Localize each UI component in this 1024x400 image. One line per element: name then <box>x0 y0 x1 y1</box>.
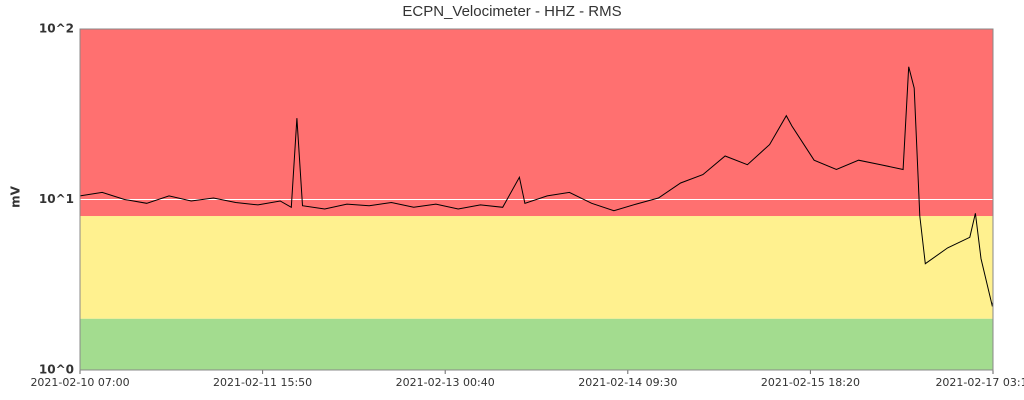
threshold-band <box>80 29 993 217</box>
threshold-band <box>80 216 993 319</box>
x-tick-label: 2021-02-10 07:00 <box>30 376 129 389</box>
plot-border <box>79 28 994 371</box>
chart-title: ECPN_Velocimeter - HHZ - RMS <box>402 3 621 20</box>
x-tick-label: 2021-02-14 09:30 <box>578 376 677 389</box>
x-tick-label: 2021-02-17 03:10 <box>935 376 1024 389</box>
x-tick-label: 2021-02-15 18:20 <box>761 376 860 389</box>
y-tick-label: 10^1 <box>39 192 74 206</box>
y-axis-label: mV <box>9 185 23 208</box>
threshold-band <box>80 318 993 370</box>
x-tick-label: 2021-02-13 00:40 <box>396 376 495 389</box>
y-tick-label: 10^2 <box>39 22 74 36</box>
data-line <box>79 66 994 308</box>
y-tick-label: 10^0 <box>39 363 74 377</box>
x-tick-label: 2021-02-11 15:50 <box>213 376 312 389</box>
